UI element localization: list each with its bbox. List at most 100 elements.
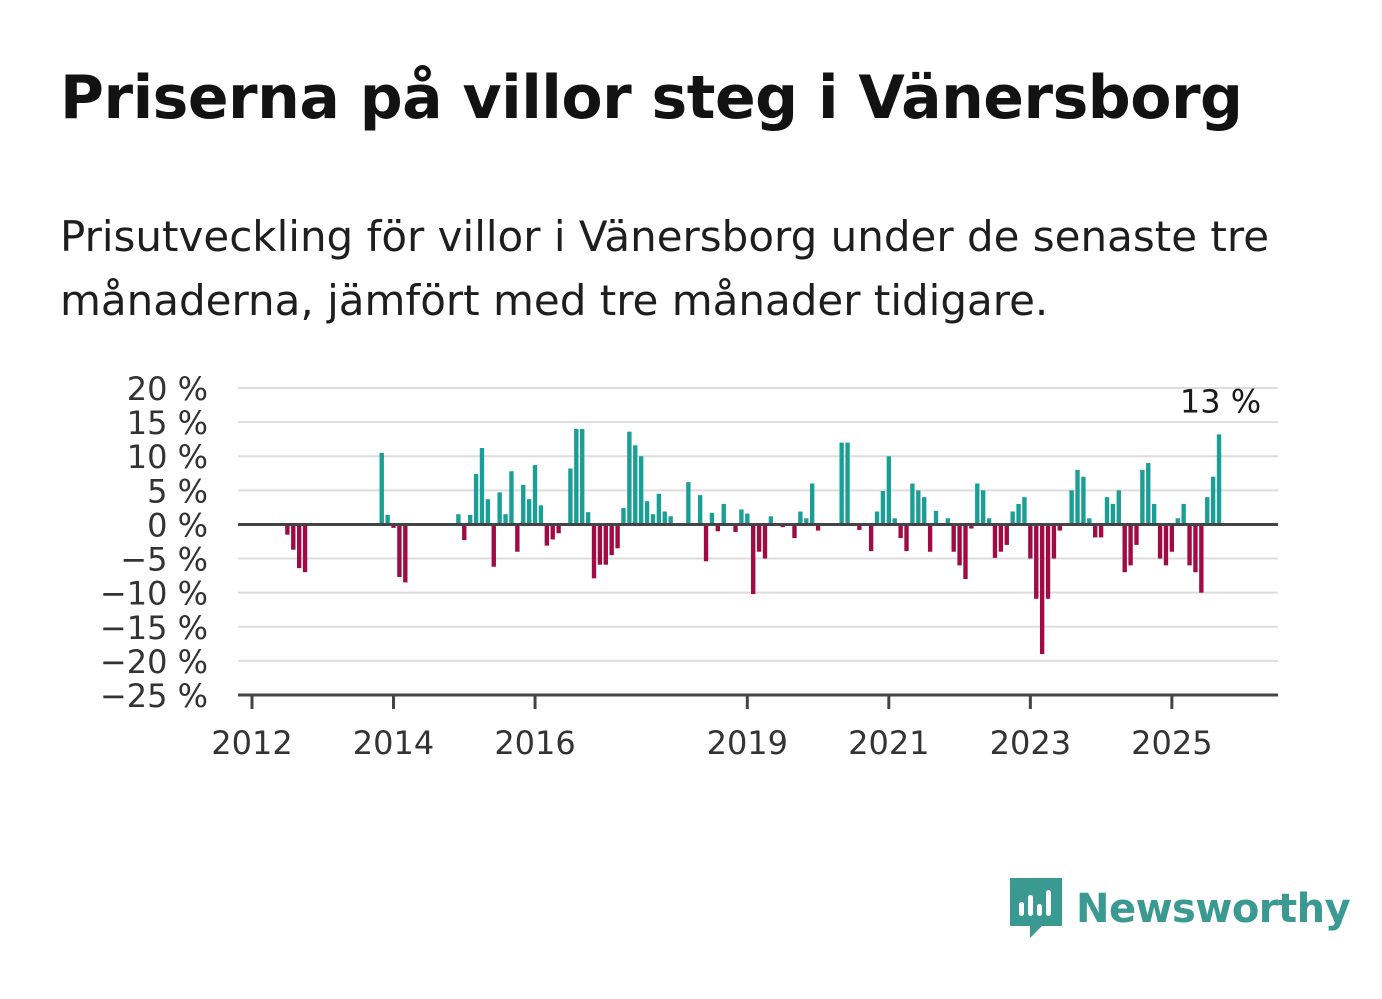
bar bbox=[1146, 463, 1151, 525]
bar bbox=[532, 465, 538, 525]
bar bbox=[1122, 524, 1127, 573]
bar bbox=[1081, 476, 1086, 525]
bars bbox=[285, 428, 1222, 655]
bar bbox=[715, 524, 721, 532]
bar bbox=[839, 442, 844, 525]
bar bbox=[568, 468, 573, 525]
bar bbox=[473, 473, 479, 525]
y-tick-label: −15 % bbox=[100, 609, 208, 647]
bar bbox=[385, 514, 390, 525]
bar bbox=[1216, 434, 1222, 525]
bar bbox=[521, 484, 526, 525]
bar bbox=[650, 514, 656, 525]
bar bbox=[798, 511, 803, 525]
y-tick-label: 5 % bbox=[147, 472, 208, 510]
bar bbox=[857, 524, 862, 530]
bar bbox=[556, 524, 561, 534]
bar bbox=[1087, 518, 1092, 525]
bar bbox=[922, 497, 927, 525]
bar bbox=[1051, 524, 1057, 559]
bar bbox=[1098, 524, 1104, 538]
x-tick-label: 2021 bbox=[848, 724, 929, 762]
newsworthy-logo-icon bbox=[1010, 878, 1062, 938]
bar bbox=[1075, 469, 1080, 525]
y-tick-label: −5 % bbox=[120, 541, 208, 579]
bar bbox=[721, 503, 726, 525]
chart-subtitle: Prisutveckling för villor i Vänersborg u… bbox=[60, 212, 1270, 325]
bar bbox=[379, 452, 384, 525]
bar bbox=[467, 514, 473, 525]
y-tick-label: −20 % bbox=[100, 643, 208, 681]
bar bbox=[1039, 524, 1045, 655]
x-tick-label: 2016 bbox=[494, 724, 575, 762]
bar bbox=[1193, 524, 1198, 573]
x-axis-labels: 2012 2014 2016 2019 2021 2023 2025 bbox=[211, 695, 1213, 762]
annotations: 13 % bbox=[1180, 382, 1261, 420]
bar bbox=[1093, 524, 1098, 538]
bar bbox=[615, 524, 620, 549]
bar bbox=[892, 518, 897, 525]
y-tick-label: 15 % bbox=[127, 404, 208, 442]
bar bbox=[868, 524, 874, 552]
bar bbox=[1175, 518, 1180, 525]
bar bbox=[745, 513, 750, 525]
bar bbox=[886, 456, 892, 525]
bar bbox=[574, 428, 579, 525]
bar bbox=[591, 524, 597, 579]
bar bbox=[986, 518, 992, 525]
bar bbox=[515, 524, 520, 552]
bar bbox=[709, 512, 715, 525]
bar bbox=[391, 524, 396, 528]
bar bbox=[1010, 511, 1015, 525]
bar bbox=[497, 492, 502, 525]
bar bbox=[880, 491, 886, 525]
bar bbox=[1128, 524, 1133, 566]
x-tick-label: 2025 bbox=[1131, 724, 1212, 762]
bar bbox=[621, 508, 626, 525]
bar bbox=[916, 490, 921, 525]
bar bbox=[509, 471, 514, 525]
bar bbox=[969, 524, 974, 529]
bar bbox=[1181, 503, 1186, 525]
bar bbox=[686, 482, 691, 525]
bar bbox=[296, 524, 302, 569]
bar bbox=[1210, 476, 1216, 525]
bar bbox=[1034, 524, 1039, 599]
bar bbox=[291, 524, 296, 550]
bar bbox=[945, 518, 950, 525]
bar bbox=[1187, 524, 1192, 566]
bar bbox=[756, 524, 762, 552]
bar bbox=[550, 524, 555, 540]
bar bbox=[963, 524, 968, 580]
bar bbox=[503, 514, 508, 525]
y-axis-labels: 20 %15 %10 %5 %0 %−5 %−10 %−15 %−20 %−25… bbox=[100, 370, 208, 715]
bar bbox=[1028, 524, 1033, 559]
bar bbox=[1104, 497, 1110, 525]
bar bbox=[768, 516, 774, 525]
chart-title: Priserna på villor steg i Vänersborg bbox=[60, 63, 1243, 133]
bar-chart: 20 %15 %10 %5 %0 %−5 %−10 %−15 %−20 %−25… bbox=[100, 370, 1278, 762]
bar bbox=[1199, 524, 1204, 593]
brand-name: Newsworthy bbox=[1076, 886, 1351, 932]
bar bbox=[627, 431, 632, 525]
bar bbox=[479, 448, 485, 525]
bar bbox=[668, 516, 673, 525]
bar bbox=[1022, 497, 1027, 525]
bar bbox=[904, 524, 909, 552]
bar bbox=[815, 524, 821, 531]
bar bbox=[538, 505, 544, 525]
bar bbox=[656, 493, 662, 525]
bar bbox=[703, 524, 709, 562]
bar bbox=[491, 524, 496, 567]
bar bbox=[1016, 503, 1021, 525]
bar bbox=[751, 524, 756, 595]
x-tick-label: 2012 bbox=[211, 724, 292, 762]
bar bbox=[1151, 503, 1157, 525]
y-tick-label: 10 % bbox=[127, 438, 208, 476]
bar bbox=[285, 524, 290, 535]
bar bbox=[526, 499, 532, 525]
bar bbox=[462, 524, 467, 541]
bar bbox=[597, 524, 603, 565]
bar bbox=[585, 512, 591, 525]
y-tick-label: 0 % bbox=[147, 506, 208, 544]
